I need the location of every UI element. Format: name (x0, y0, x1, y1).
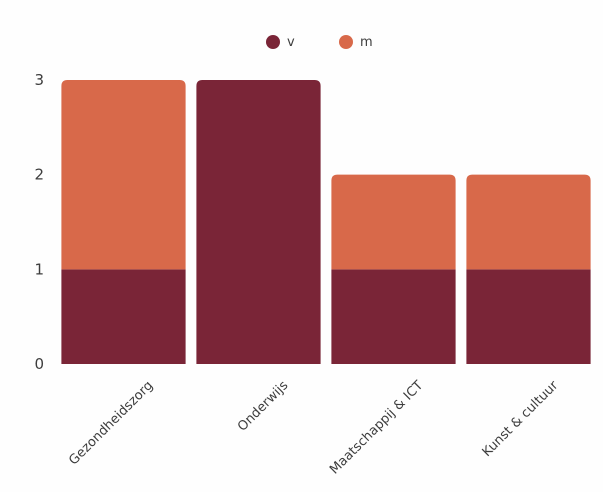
x-category-label: Maatschappij & ICT (327, 378, 426, 477)
bars (61, 80, 591, 364)
y-tick-label: 3 (34, 71, 44, 89)
x-category-label: Kunst & cultuur (480, 378, 562, 460)
y-tick-label: 1 (34, 260, 44, 278)
bar-segment-v-0 (61, 269, 186, 364)
bar-segment-m-2 (331, 174, 456, 270)
legend-swatch-v (266, 35, 280, 49)
x-category-label: Gezondheidszorg (66, 378, 156, 468)
x-category-label: Onderwijs (235, 378, 292, 435)
legend-label: m (360, 35, 373, 50)
legend-label: v (287, 35, 295, 50)
bar-segment-v-3 (466, 269, 591, 364)
legend-swatch-m (339, 35, 353, 49)
y-tick-label: 2 (34, 166, 44, 184)
bar-segment-v-2 (331, 269, 456, 364)
y-tick-label: 0 (34, 355, 44, 373)
bar-segment-m-0 (61, 80, 186, 270)
x-axis: Gezondheidszorg Onderwijs Maatschappij & I… (66, 378, 562, 478)
bar-segment-v-1 (196, 80, 321, 364)
bar-segment-m-3 (466, 174, 591, 270)
y-axis: 0 1 2 3 (34, 71, 44, 373)
